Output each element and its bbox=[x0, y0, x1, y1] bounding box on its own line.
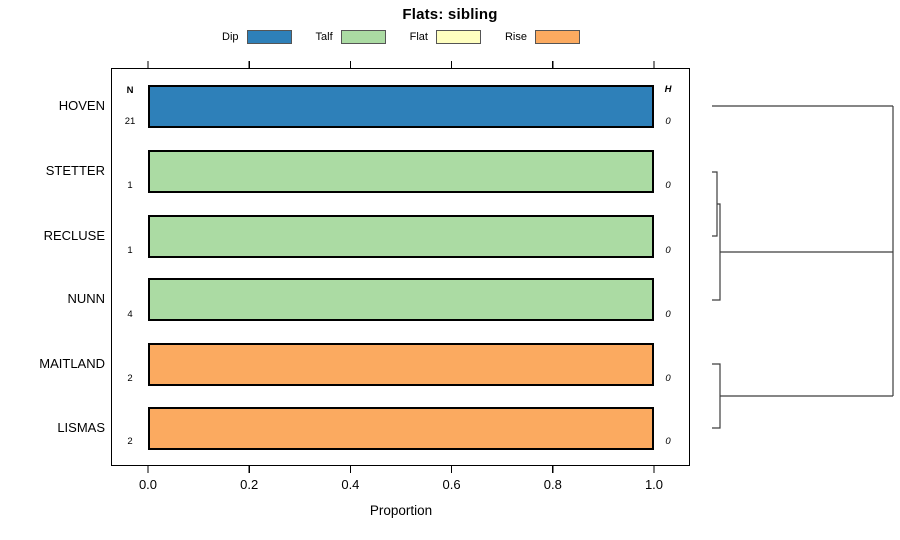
h-column-header: H bbox=[664, 84, 672, 95]
category-label-hoven: HOVEN bbox=[58, 98, 105, 113]
h-value: 0 bbox=[665, 436, 671, 447]
bar-lismas bbox=[148, 407, 654, 450]
h-value: 0 bbox=[665, 180, 671, 191]
legend-swatch-dip bbox=[246, 29, 292, 44]
category-label-recluse: RECLUSE bbox=[43, 228, 105, 243]
h-value: 0 bbox=[665, 373, 671, 384]
x-tick-0.8: 0.8 bbox=[543, 477, 562, 492]
n-value: 21 bbox=[124, 116, 136, 127]
h-value: 0 bbox=[665, 245, 671, 256]
bar-nunn bbox=[148, 278, 654, 321]
h-value: 0 bbox=[665, 116, 671, 127]
category-label-lismas: LISMAS bbox=[57, 420, 105, 435]
n-value: 4 bbox=[127, 309, 133, 320]
bar-recluse bbox=[148, 215, 654, 258]
legend-item-talf: Talf bbox=[315, 29, 386, 44]
n-value: 1 bbox=[127, 180, 133, 191]
dendrogram-merge-maitland-lismas bbox=[712, 363, 721, 429]
legend-swatch-talf bbox=[340, 29, 386, 44]
x-tick-0.4: 0.4 bbox=[341, 477, 360, 492]
legend-label: Rise bbox=[504, 30, 527, 43]
x-tick-0.0: 0.0 bbox=[138, 477, 158, 492]
legend-item-dip: Dip bbox=[222, 29, 292, 44]
legend-label: Talf bbox=[315, 30, 333, 43]
n-value: 1 bbox=[127, 245, 133, 256]
x-tick-0.2: 0.2 bbox=[240, 477, 259, 492]
n-column-header: N bbox=[126, 85, 134, 96]
category-label-nunn: NUNN bbox=[67, 291, 105, 306]
bar-stetter bbox=[148, 150, 654, 193]
bar-segment-talf bbox=[150, 280, 652, 319]
category-label-stetter: STETTER bbox=[45, 163, 105, 178]
h-value: 0 bbox=[665, 309, 671, 320]
n-value: 2 bbox=[127, 373, 133, 384]
bar-segment-rise bbox=[150, 409, 652, 448]
x-tick-0.6: 0.6 bbox=[442, 477, 461, 492]
chart-title: Flats: sibling bbox=[402, 6, 498, 23]
category-label-maitland: MAITLAND bbox=[39, 356, 105, 371]
legend-swatch-flat bbox=[435, 29, 481, 44]
legend-item-rise: Rise bbox=[504, 29, 580, 44]
bar-segment-dip bbox=[150, 87, 652, 126]
dendrogram-merge-with-nunn bbox=[712, 203, 721, 301]
chart-legend: Dip Talf Flat Rise bbox=[111, 28, 691, 45]
x-tick-1.0: 1.0 bbox=[644, 477, 664, 492]
legend-swatch-rise bbox=[535, 29, 580, 44]
plot-area bbox=[111, 68, 690, 466]
legend-label: Dip bbox=[222, 30, 239, 43]
bar-segment-talf bbox=[150, 152, 652, 191]
legend-item-flat: Flat bbox=[409, 29, 481, 44]
bar-hoven bbox=[148, 85, 654, 128]
bar-maitland bbox=[148, 343, 654, 386]
bar-segment-rise bbox=[150, 345, 652, 384]
legend-label: Flat bbox=[409, 30, 428, 43]
x-axis-title: Proportion bbox=[369, 503, 433, 518]
dendrogram-merge-stetter-recluse bbox=[712, 171, 718, 237]
bar-segment-talf bbox=[150, 217, 652, 256]
n-value: 2 bbox=[127, 436, 133, 447]
